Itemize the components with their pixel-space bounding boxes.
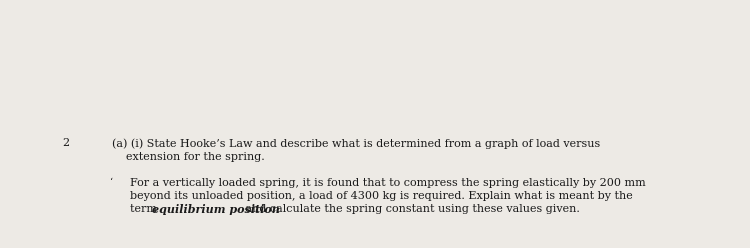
Text: 2: 2 [62, 138, 69, 148]
Text: (a) (i) State Hooke’s Law and describe what is determined from a graph of load v: (a) (i) State Hooke’s Law and describe w… [112, 138, 600, 149]
Text: For a vertically loaded spring, it is found that to compress the spring elastica: For a vertically loaded spring, it is fo… [130, 178, 646, 188]
Text: extension for the spring.: extension for the spring. [126, 152, 265, 162]
Text: beyond its unloaded position, a load of 4300 kg is required. Explain what is mea: beyond its unloaded position, a load of … [130, 191, 633, 201]
Text: ‘: ‘ [110, 178, 113, 187]
Text: equilibrium position: equilibrium position [152, 204, 279, 215]
Text: term: term [130, 204, 160, 214]
Text: and calculate the spring constant using these values given.: and calculate the spring constant using … [242, 204, 580, 214]
